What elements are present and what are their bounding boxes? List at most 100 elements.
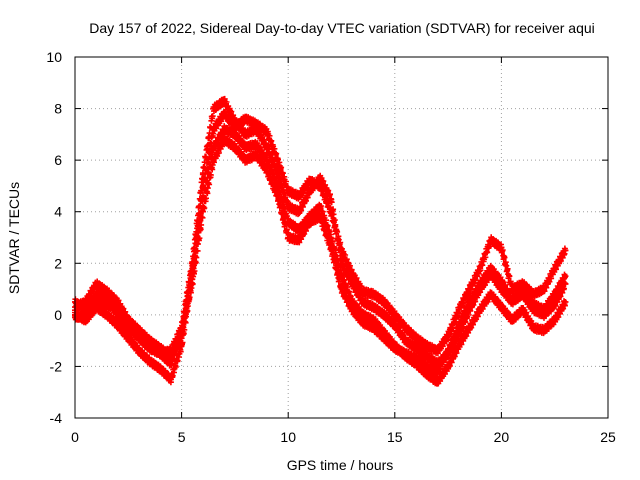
data-point bbox=[413, 335, 420, 342]
data-point bbox=[381, 298, 388, 305]
data-point bbox=[509, 296, 516, 303]
data-point bbox=[93, 280, 100, 287]
data-point bbox=[253, 141, 260, 148]
data-point bbox=[306, 219, 313, 226]
data-point bbox=[317, 213, 324, 220]
data-point bbox=[82, 298, 89, 305]
data-point bbox=[93, 298, 100, 305]
data-point bbox=[359, 319, 366, 326]
plot-frame bbox=[74, 56, 609, 419]
x-tick-label: 10 bbox=[280, 429, 296, 445]
data-point bbox=[413, 345, 420, 352]
data-point bbox=[253, 151, 260, 158]
data-point bbox=[402, 337, 409, 344]
y-tick-label: -2 bbox=[50, 358, 63, 374]
data-point bbox=[82, 311, 89, 318]
data-point bbox=[509, 317, 516, 324]
data-point bbox=[231, 131, 238, 138]
data-point bbox=[338, 286, 345, 293]
data-point bbox=[103, 311, 110, 318]
data-point bbox=[274, 193, 281, 200]
y-tick-label: 6 bbox=[54, 152, 62, 168]
data-point bbox=[530, 291, 537, 298]
data-point bbox=[167, 376, 174, 383]
data-point bbox=[562, 247, 569, 254]
series-marker-trail bbox=[72, 109, 569, 361]
data-point bbox=[541, 327, 548, 334]
data-point bbox=[551, 317, 558, 324]
data-point bbox=[530, 324, 537, 331]
data-point bbox=[146, 342, 153, 349]
data-point bbox=[423, 353, 430, 360]
data-point bbox=[402, 350, 409, 357]
data-point bbox=[157, 366, 164, 373]
data-point bbox=[231, 123, 238, 130]
data-point bbox=[135, 332, 142, 339]
data-point bbox=[359, 288, 366, 295]
x-tick-label: 25 bbox=[600, 429, 616, 445]
data-point bbox=[338, 247, 345, 254]
data-point bbox=[477, 280, 484, 287]
x-tick-label: 20 bbox=[494, 429, 510, 445]
data-point bbox=[519, 306, 526, 313]
data-point bbox=[370, 291, 377, 298]
data-point bbox=[541, 306, 548, 313]
chart-title: Day 157 of 2022, Sidereal Day-to-day VTE… bbox=[89, 20, 595, 36]
x-tick-label: 15 bbox=[387, 429, 403, 445]
data-point bbox=[391, 345, 398, 352]
data-point bbox=[477, 265, 484, 272]
data-point bbox=[157, 350, 164, 357]
data-point bbox=[519, 288, 526, 295]
data-point bbox=[498, 304, 505, 311]
data-point bbox=[349, 280, 356, 287]
data-point bbox=[445, 347, 452, 354]
data-point bbox=[295, 208, 302, 215]
series-marker-trail bbox=[72, 95, 569, 370]
y-axis-label: SDTVAR / TECUs bbox=[6, 182, 22, 294]
data-point bbox=[114, 306, 121, 313]
data-point bbox=[189, 280, 196, 287]
y-tick-label: 2 bbox=[54, 255, 62, 271]
data-point bbox=[455, 342, 462, 349]
data-point bbox=[242, 144, 249, 151]
data-point bbox=[562, 273, 569, 280]
data-point bbox=[551, 265, 558, 272]
data-point bbox=[285, 234, 292, 241]
data-point bbox=[146, 358, 153, 365]
data-point bbox=[466, 324, 473, 331]
x-axis-label: GPS time / hours bbox=[287, 457, 394, 473]
y-tick-label: 0 bbox=[54, 307, 62, 323]
data-point bbox=[263, 167, 270, 174]
data-point bbox=[327, 208, 334, 215]
data-point bbox=[253, 121, 260, 128]
data-point bbox=[423, 342, 430, 349]
y-tick-label: 8 bbox=[54, 101, 62, 117]
data-point bbox=[125, 335, 132, 342]
data-point bbox=[242, 131, 249, 138]
data-point bbox=[391, 311, 398, 318]
data-point bbox=[466, 298, 473, 305]
data-point bbox=[477, 306, 484, 313]
data-point bbox=[317, 182, 324, 189]
data-point bbox=[530, 301, 537, 308]
series-marker-trail bbox=[72, 133, 569, 377]
data-point bbox=[445, 363, 452, 370]
data-point bbox=[498, 278, 505, 285]
data-point bbox=[359, 298, 366, 305]
plot-area bbox=[72, 95, 569, 387]
data-point bbox=[455, 322, 462, 329]
data-point bbox=[413, 355, 420, 362]
data-point bbox=[498, 244, 505, 251]
data-point bbox=[221, 97, 228, 104]
data-point bbox=[295, 237, 302, 244]
data-point bbox=[242, 157, 249, 164]
data-point bbox=[221, 126, 228, 133]
data-point bbox=[423, 363, 430, 370]
data-point bbox=[135, 347, 142, 354]
data-point bbox=[210, 157, 217, 164]
y-tick-label: -4 bbox=[50, 410, 63, 426]
x-tick-label: 5 bbox=[178, 429, 186, 445]
data-point bbox=[274, 157, 281, 164]
data-point bbox=[519, 280, 526, 287]
